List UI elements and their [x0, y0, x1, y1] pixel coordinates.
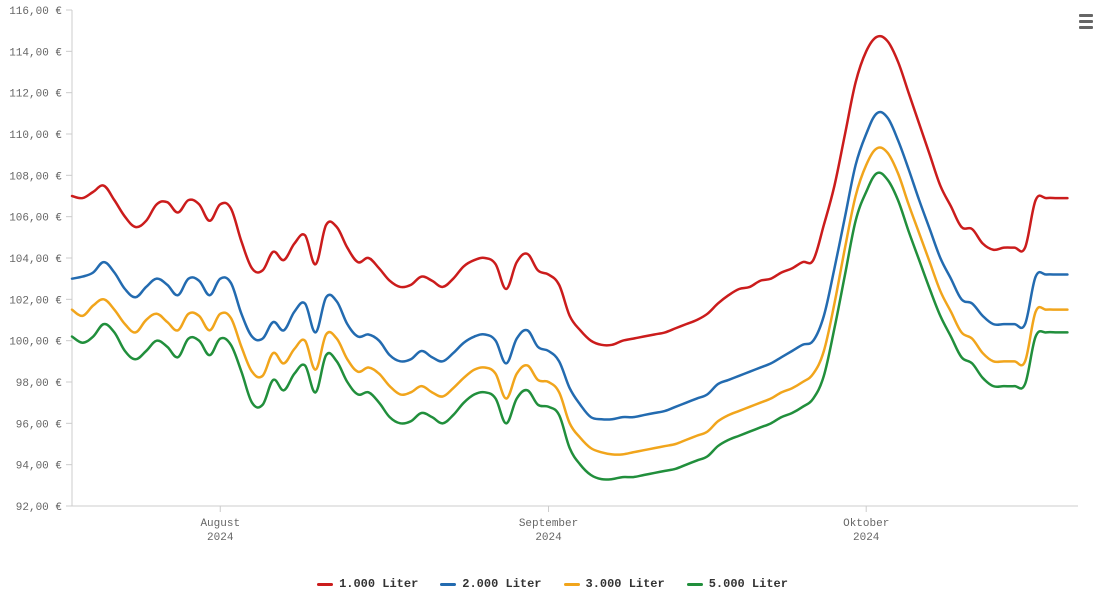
x-axis-tick-label: August — [200, 518, 240, 530]
legend-label: 1.000 Liter — [339, 577, 418, 591]
y-axis-tick-label: 100,00 € — [9, 337, 62, 349]
legend-swatch — [440, 583, 456, 586]
legend-label: 2.000 Liter — [462, 577, 541, 591]
y-axis-tick-label: 116,00 € — [9, 6, 62, 18]
y-axis-tick-label: 106,00 € — [9, 213, 62, 225]
y-axis-tick-label: 110,00 € — [9, 130, 62, 142]
y-axis-tick-label: 96,00 € — [16, 419, 63, 431]
legend-item[interactable]: 2.000 Liter — [440, 577, 541, 591]
hamburger-icon — [1079, 14, 1093, 17]
chart-series-line[interactable] — [72, 173, 1067, 480]
x-axis-tick-sublabel: 2024 — [207, 532, 234, 544]
legend-item[interactable]: 3.000 Liter — [564, 577, 665, 591]
legend-label: 3.000 Liter — [586, 577, 665, 591]
legend-label: 5.000 Liter — [709, 577, 788, 591]
hamburger-icon — [1079, 26, 1093, 29]
chart-series-line[interactable] — [72, 112, 1067, 419]
y-axis-tick-label: 114,00 € — [9, 47, 62, 59]
legend-swatch — [317, 583, 333, 586]
y-axis-tick-label: 92,00 € — [16, 502, 63, 514]
y-axis-tick-label: 112,00 € — [9, 89, 62, 101]
y-axis-tick-label: 98,00 € — [16, 378, 63, 390]
chart-legend: 1.000 Liter 2.000 Liter 3.000 Liter 5.000 L… — [0, 577, 1105, 591]
legend-item[interactable]: 1.000 Liter — [317, 577, 418, 591]
y-axis-tick-label: 102,00 € — [9, 295, 62, 307]
x-axis-tick-sublabel: 2024 — [535, 532, 562, 544]
legend-swatch — [564, 583, 580, 586]
y-axis-tick-label: 104,00 € — [9, 254, 62, 266]
legend-item[interactable]: 5.000 Liter — [687, 577, 788, 591]
y-axis-tick-label: 108,00 € — [9, 171, 62, 183]
x-axis-tick-sublabel: 2024 — [853, 532, 880, 544]
hamburger-icon — [1079, 20, 1093, 23]
chart-series-line[interactable] — [72, 36, 1067, 345]
y-axis-tick-label: 94,00 € — [16, 461, 63, 473]
price-chart: 92,00 € 94,00 € 96,00 € 98,00 € 100,00 € 102,… — [0, 0, 1105, 603]
chart-menu-button[interactable] — [1069, 10, 1093, 32]
chart-canvas: 92,00 € 94,00 € 96,00 € 98,00 € 100,00 € 102,… — [0, 0, 1105, 603]
x-axis-tick-label: Oktober — [843, 518, 889, 530]
legend-swatch — [687, 583, 703, 586]
x-axis-tick-label: September — [519, 518, 578, 530]
